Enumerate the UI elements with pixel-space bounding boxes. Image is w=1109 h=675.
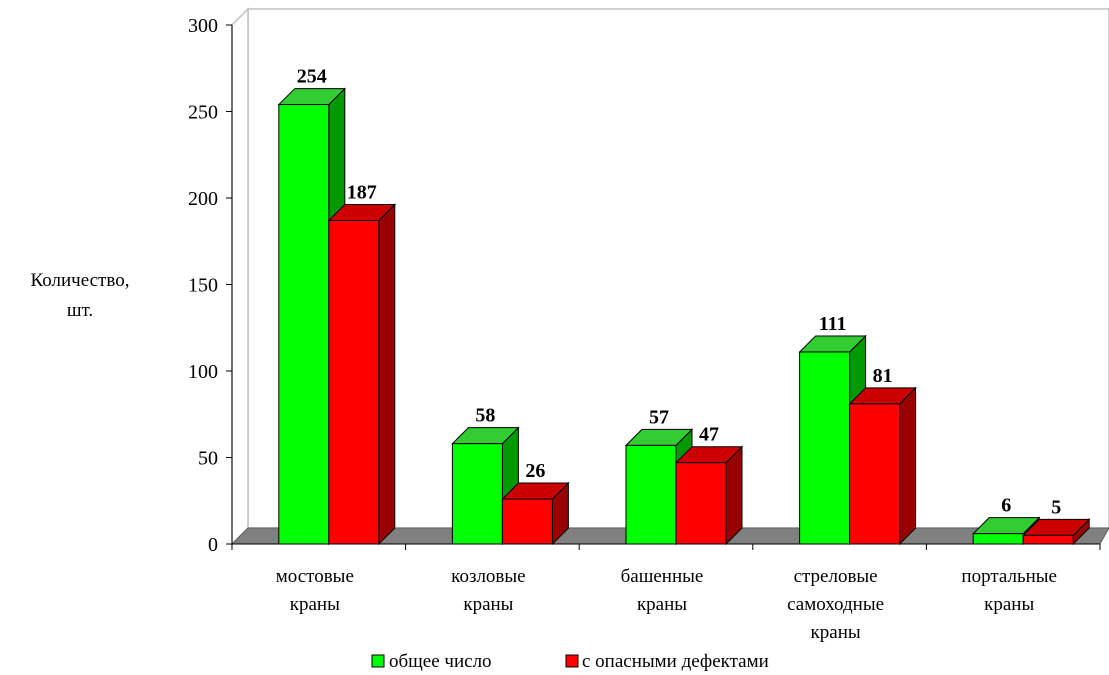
category-label-line: козловые <box>451 566 525 587</box>
category-label-line: краны <box>811 622 861 643</box>
category-label-line: мостовые <box>276 566 354 587</box>
category-label-line: портальные <box>961 566 1057 587</box>
y-axis-title-line-2: шт. <box>67 300 93 321</box>
bar <box>1021 518 1091 546</box>
bar <box>674 445 744 546</box>
category-label-line: краны <box>637 594 687 615</box>
data-labels: 254 187 58 26 57 47 111 81 6 5 <box>297 66 1061 519</box>
bar-front <box>675 462 727 545</box>
bar-front <box>501 498 553 545</box>
bar-side <box>378 203 396 546</box>
y-tick-label: 50 <box>198 448 218 470</box>
bar <box>501 481 570 546</box>
category-label-line: краны <box>463 594 513 615</box>
legend: общее число с опасными дефектами <box>371 651 769 672</box>
side-wall <box>231 7 249 546</box>
y-axis-title-line-1: Количество, <box>31 270 130 291</box>
category-label: мостовые краны <box>276 566 354 615</box>
bar-side <box>899 386 917 546</box>
bar <box>848 386 917 546</box>
legend-label-defects: с опасными дефектами <box>582 651 769 672</box>
category-label-line: краны <box>984 594 1034 615</box>
bar-front <box>625 444 677 545</box>
y-tick-label: 0 <box>208 534 218 556</box>
bars <box>277 87 1091 546</box>
category-label: башенные краны <box>621 566 704 615</box>
category-label: козловые краны <box>451 566 525 615</box>
bar-front <box>278 104 330 545</box>
y-tick-label: 300 <box>188 15 218 37</box>
bar-front <box>849 403 901 545</box>
bar-front <box>328 219 380 545</box>
y-axis: 0 50 100 150 200 250 300 <box>188 15 233 556</box>
x-axis <box>231 543 1101 550</box>
data-label: 47 <box>699 424 719 446</box>
category-label-line: башенные <box>621 566 704 587</box>
bar <box>277 87 347 546</box>
data-label: 111 <box>819 313 847 335</box>
data-label: 6 <box>1001 495 1011 517</box>
bar <box>451 426 520 546</box>
y-tick-label: 250 <box>188 102 218 124</box>
bar-side <box>725 445 743 546</box>
y-tick-label: 150 <box>188 275 218 297</box>
category-label-line: стреловые <box>794 566 878 587</box>
legend-swatch-total <box>371 654 385 668</box>
data-label: 187 <box>347 181 377 203</box>
y-tick-label: 200 <box>188 188 218 210</box>
legend-label-total: общее число <box>389 651 492 672</box>
bar-front <box>972 533 1024 545</box>
category-label-line: самоходные <box>787 594 884 615</box>
y-tick-label: 100 <box>188 361 218 383</box>
category-label: стреловые самоходные краны <box>787 566 884 643</box>
data-label: 58 <box>475 405 495 427</box>
bar-front <box>1022 534 1074 545</box>
data-label: 26 <box>525 460 545 482</box>
bar <box>327 203 397 546</box>
data-label: 254 <box>297 66 327 88</box>
category-label: портальные краны <box>961 566 1057 615</box>
category-label-line: краны <box>290 594 340 615</box>
data-label: 5 <box>1051 496 1061 518</box>
bar-front <box>799 351 851 545</box>
legend-swatch-defects <box>565 654 579 668</box>
data-label: 81 <box>873 365 893 387</box>
bar-front <box>451 443 503 545</box>
data-label: 57 <box>649 406 669 428</box>
